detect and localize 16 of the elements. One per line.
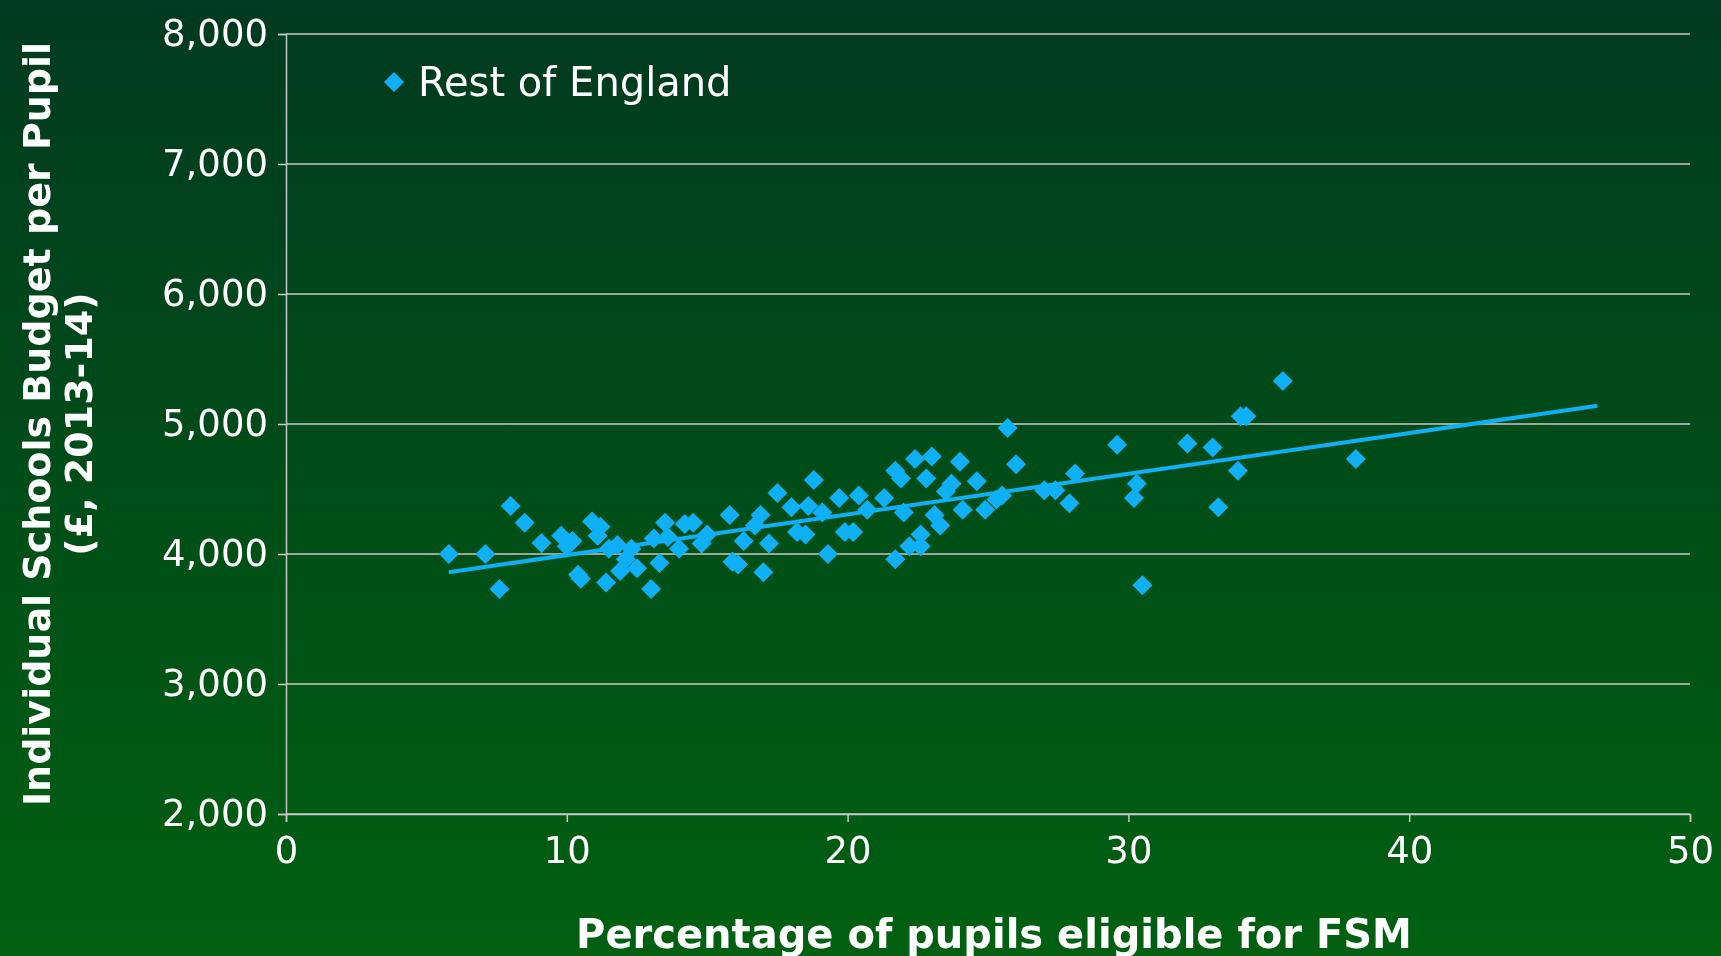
x-tick-label: 50	[1666, 829, 1715, 873]
y-tick-label: 3,000	[162, 662, 268, 706]
x-tick-label: 0	[274, 829, 299, 873]
legend-label: Rest of England	[418, 59, 732, 105]
x-tick-label: 30	[1105, 829, 1153, 873]
x-tick-label: 10	[543, 829, 591, 873]
x-axis-title: Percentage of pupils eligible for FSM	[576, 911, 1412, 956]
x-tick-label: 20	[824, 829, 872, 873]
y-axis-title: Individual Schools Budget per Pupil (£, 2013-14)	[15, 41, 101, 807]
y-tick-label: 8,000	[162, 12, 268, 56]
y-tick-label: 7,000	[162, 142, 268, 186]
y-tick-label: 2,000	[162, 792, 268, 836]
x-tick-label: 40	[1386, 829, 1434, 873]
y-tick-label: 5,000	[162, 402, 268, 446]
y-tick-label: 6,000	[162, 272, 268, 316]
y-tick-label: 4,000	[162, 532, 268, 576]
